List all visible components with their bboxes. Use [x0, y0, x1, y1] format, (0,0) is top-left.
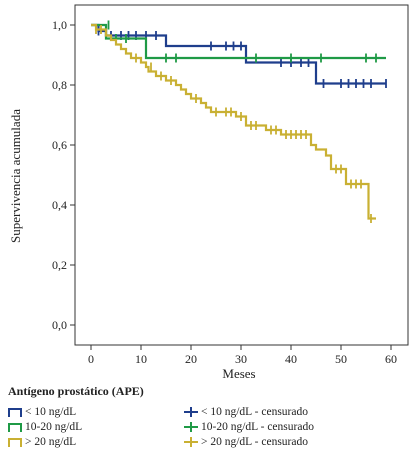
step-line-icon [8, 422, 22, 432]
x-tick-label: 10 [135, 352, 147, 366]
censor-plus-icon [184, 436, 198, 447]
legend-steps-column: < 10 ng/dL 10-20 ng/dL > 20 ng/dL [8, 404, 82, 449]
x-tick-label: 20 [185, 352, 197, 366]
series-layer [91, 20, 387, 223]
legend-item-label: > 20 ng/dL [25, 435, 77, 448]
y-axis-label: Supervivencia acumulada [8, 109, 23, 243]
axis-ticks: 0 10 20 30 40 50 60 0,0 0,2 0,4 0,6 0,8 1,0 [52, 18, 397, 366]
y-tick-label: 1,0 [52, 18, 67, 32]
step-line-icon [8, 437, 22, 447]
x-tick-label: 40 [285, 352, 297, 366]
legend-item-label: 10-20 ng/dL - censurado [201, 420, 314, 433]
legend-item-label: < 10 ng/dL [25, 405, 77, 418]
y-tick-label: 0,4 [52, 198, 67, 212]
legend-item-label: > 20 ng/dL - censurado [201, 435, 308, 448]
legend-censored-column: < 10 ng/dL - censurado 10-20 ng/dL - cen… [184, 404, 314, 449]
plot-area-frame [74, 4, 409, 346]
x-axis-label: Meses [222, 366, 255, 381]
series-3 [91, 23, 376, 223]
x-tick-label: 0 [88, 352, 94, 366]
survival-step-line [91, 23, 376, 220]
legend-item-label: 10-20 ng/dL [25, 420, 83, 433]
survival-step-line [91, 23, 386, 60]
y-tick-label: 0,8 [52, 78, 67, 92]
legend-censored-10-20: 10-20 ng/dL - censurado [184, 419, 314, 434]
legend: Antígeno prostático (APE) < 10 ng/dL 10-… [8, 384, 408, 448]
censor-plus-icon [184, 406, 198, 417]
step-line-icon [8, 407, 22, 417]
legend-censored-lt10: < 10 ng/dL - censurado [184, 404, 314, 419]
legend-censored-gt20: > 20 ng/dL - censurado [184, 434, 314, 449]
x-tick-label: 60 [385, 352, 397, 366]
legend-title: Antígeno prostático (APE) [8, 384, 144, 398]
x-tick-label: 30 [235, 352, 247, 366]
y-tick-label: 0,0 [52, 318, 67, 332]
survival-chart: 0 10 20 30 40 50 60 0,0 0,2 0,4 0,6 0,8 1,0 Meses Su… [8, 4, 409, 381]
censor-plus-icon [184, 421, 198, 432]
y-tick-label: 0,6 [52, 138, 67, 152]
y-tick-label: 0,2 [52, 258, 67, 272]
legend-item-10-20: 10-20 ng/dL [8, 419, 82, 434]
legend-item-gt20: > 20 ng/dL [8, 434, 82, 449]
legend-item-lt10: < 10 ng/dL [8, 404, 82, 419]
legend-item-label: < 10 ng/dL - censurado [201, 405, 308, 418]
x-tick-label: 50 [335, 352, 347, 366]
